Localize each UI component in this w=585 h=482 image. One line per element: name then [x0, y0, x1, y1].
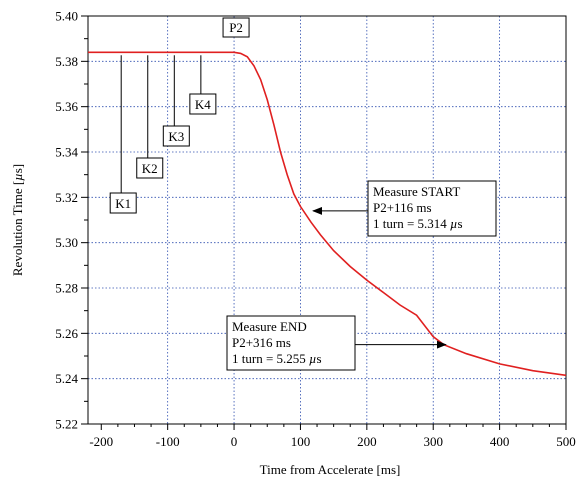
y-axis-label-tail: s]: [10, 164, 25, 173]
marker-label: K2: [142, 161, 158, 176]
measure-end-unit-s: s: [317, 351, 322, 366]
y-tick-label: 5.28: [55, 281, 78, 296]
plot-frame: [87, 15, 567, 425]
y-axis-label-mu: µ: [10, 173, 25, 181]
x-tick-label: 0: [231, 434, 238, 449]
y-tick-label: 5.24: [55, 371, 78, 386]
measure-end-line: 1 turn = 5.255 µs: [232, 351, 322, 366]
x-tick-label: 400: [490, 434, 510, 449]
marker-label-box: [162, 125, 190, 147]
x-tick-label: 500: [556, 434, 576, 449]
measure-start-line: Measure START: [373, 184, 460, 199]
measure-start-unit-mu: µ: [450, 216, 458, 231]
measure-end-box: [226, 315, 356, 371]
p2-label-box: [222, 17, 250, 38]
y-tick-label: 5.26: [55, 326, 78, 341]
y-tick-label: 5.36: [55, 99, 78, 114]
y-tick-label: 5.32: [55, 190, 78, 205]
x-tick-label: 300: [423, 434, 443, 449]
measure-start-unit-s: s: [458, 216, 463, 231]
y-tick-label: 5.40: [55, 9, 78, 24]
y-tick-label: 5.34: [55, 145, 78, 160]
marker-label-box: [136, 157, 164, 179]
y-axis-label-main: Revolution Time [: [10, 181, 25, 276]
x-tick-label: 200: [357, 434, 377, 449]
marker-label: K4: [195, 97, 211, 112]
measure-end-line: Measure END: [232, 319, 307, 334]
measure-end-unit-mu: µ: [309, 351, 317, 366]
marker-label-box: [189, 93, 217, 115]
measure-start-line: 1 turn = 5.314 µs: [373, 216, 463, 231]
marker-label-box: [109, 192, 137, 214]
x-tick-label: -100: [156, 434, 180, 449]
y-tick-label: 5.38: [55, 54, 78, 69]
x-tick-label: -200: [89, 434, 113, 449]
series-layer: [88, 51, 566, 377]
marker-label: K3: [168, 129, 184, 144]
x-tick-labels: -200 -100 0 100 200 300 400 500: [89, 434, 575, 449]
marker-label: K1: [115, 196, 131, 211]
x-tick-label: 100: [291, 434, 311, 449]
measure-start-line: P2+116 ms: [373, 200, 432, 215]
measure-start-box: [367, 180, 497, 237]
revolution-time-line: [88, 51, 566, 377]
p2-label: P2: [229, 20, 243, 35]
measure-end-line: P2+316 ms: [232, 335, 291, 350]
y-tick-label: 5.22: [55, 417, 78, 432]
y-tick-label: 5.30: [55, 235, 78, 250]
y-tick-labels: 5.22 5.24 5.26 5.28 5.30 5.32 5.34 5.36 5.38 5.40: [55, 9, 78, 432]
x-axis-label: Time from Accelerate [ms]: [260, 462, 401, 477]
y-axis-label: Revolution Time [µs]: [10, 164, 25, 276]
